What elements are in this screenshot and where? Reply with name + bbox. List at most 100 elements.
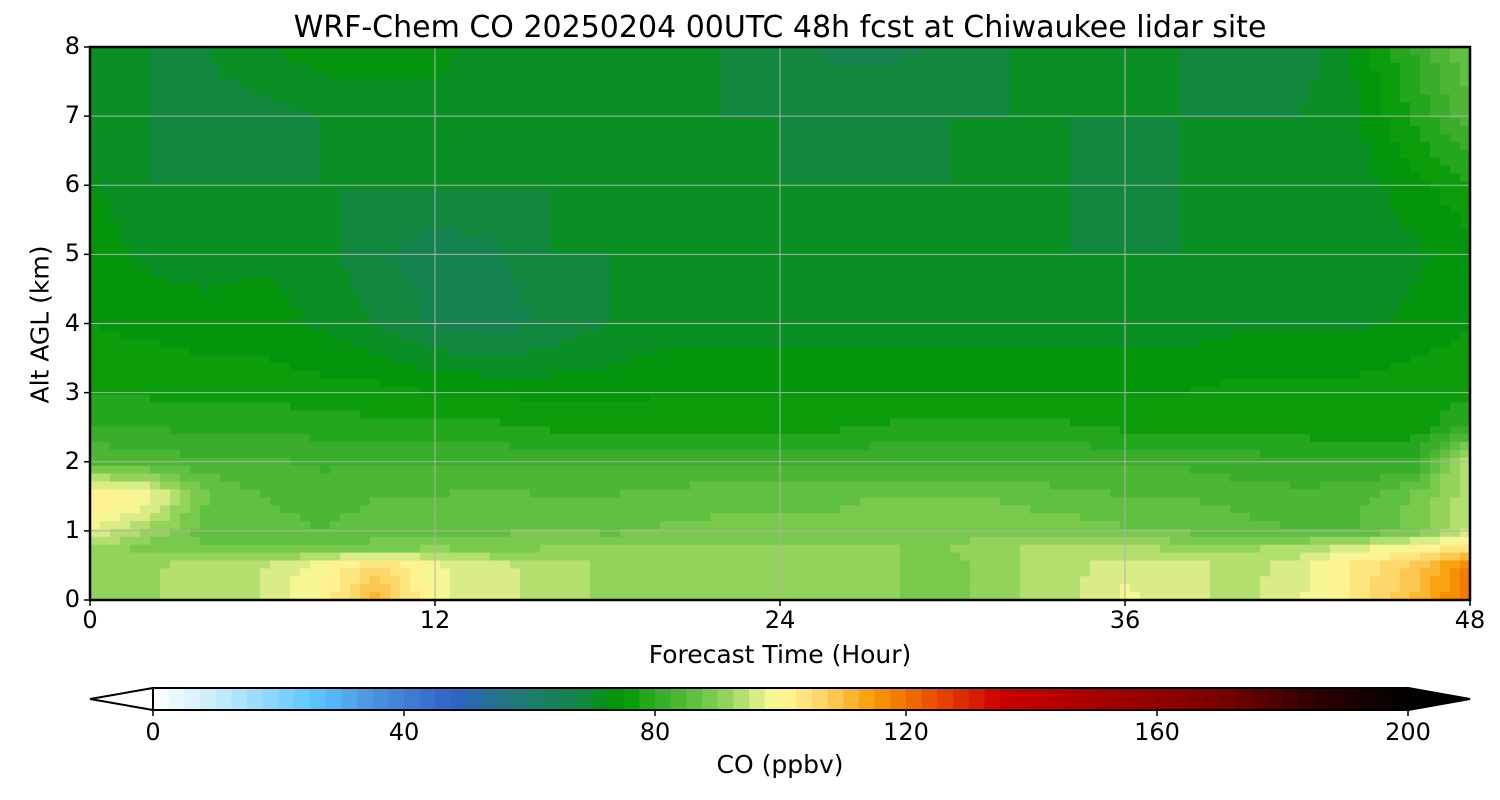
contour-cell [1000,220,1011,230]
contour-cell [720,284,731,293]
contour-cell [1290,284,1301,293]
contour-cell [1030,86,1041,95]
contour-cell [220,260,231,269]
contour-cell [570,54,581,64]
contour-cell [1450,189,1461,198]
contour-cell [360,94,371,103]
contour-cell [560,126,571,135]
contour-cell [270,244,281,253]
contour-cell [240,323,251,332]
contour-cell [1300,149,1311,159]
contour-cell [210,331,221,340]
contour-cell [930,212,941,222]
contour-cell [130,331,141,340]
contour-cell [1100,228,1111,238]
contour-cell [110,141,121,151]
contour-cell [330,70,341,80]
contour-cell [1140,149,1151,159]
contour-cell [1290,54,1301,64]
contour-cell [720,157,731,167]
contour-cell [840,284,851,293]
contour-cell [1250,78,1261,88]
contour-cell [220,118,231,127]
contour-cell [1030,157,1041,167]
contour-cell [940,118,951,127]
contour-cell [870,284,881,293]
contour-cell [810,141,821,151]
contour-cell [490,220,501,230]
contour-cell [660,78,671,88]
contour-cell [440,323,451,332]
contour-cell [1130,173,1141,182]
contour-cell [1080,126,1091,135]
contour-cell [340,126,351,135]
contour-cell [140,244,151,253]
contour-cell [190,315,201,325]
contour-cell [680,102,691,111]
contour-cell [1040,220,1051,230]
contour-cell [1060,110,1071,119]
contour-cell [280,189,291,198]
contour-cell [1160,189,1171,198]
contour-cell [1010,307,1021,317]
contour-cell [410,94,421,103]
contour-cell [900,268,911,277]
contour-cell [160,252,171,261]
contour-cell [1420,149,1431,159]
contour-cell [150,173,161,182]
contour-cell [1000,141,1011,151]
contour-cell [370,141,381,151]
contour-cell [1200,307,1211,317]
contour-cell [1010,197,1021,206]
contour-cell [1350,157,1361,167]
contour-cell [750,70,761,80]
contour-cell [1390,252,1401,261]
contour-cell [410,54,421,64]
contour-cell [1050,236,1061,246]
contour-cell [960,236,971,246]
contour-cell [510,102,521,111]
contour-cell [900,315,911,325]
contour-cell [1230,78,1241,88]
contour-cell [1130,94,1141,103]
contour-field [90,47,1471,601]
contour-cell [1100,189,1111,198]
contour-cell [960,299,971,309]
contour-cell [590,118,601,127]
contour-cell [980,110,991,119]
contour-cell [790,94,801,103]
contour-cell [780,110,791,119]
contour-cell [740,284,751,293]
contour-cell [450,157,461,167]
contour-cell [1140,252,1151,261]
contour-cell [120,165,131,174]
contour-cell [680,299,691,309]
contour-cell [790,102,801,111]
contour-cell [1090,133,1101,143]
contour-cell [1410,94,1421,103]
contour-cell [790,189,801,198]
contour-cell [680,47,691,56]
contour-cell [980,291,991,301]
contour-cell [730,141,741,151]
contour-cell [1220,212,1231,222]
contour-cell [1350,228,1361,238]
contour-cell [1370,323,1381,332]
contour-cell [250,157,261,167]
contour-cell [410,110,421,119]
contour-cell [740,220,751,230]
contour-cell [150,299,161,309]
contour-cell [180,228,191,238]
contour-cell [1030,62,1041,72]
contour-cell [380,173,391,182]
contour-cell [1230,212,1241,222]
contour-cell [880,78,891,88]
contour-cell [390,70,401,80]
contour-cell [190,331,201,340]
contour-cell [1460,149,1471,159]
contour-cell [790,141,801,151]
contour-cell [1410,47,1421,56]
contour-cell [250,149,261,159]
contour-cell [1140,236,1151,246]
contour-cell [810,189,821,198]
